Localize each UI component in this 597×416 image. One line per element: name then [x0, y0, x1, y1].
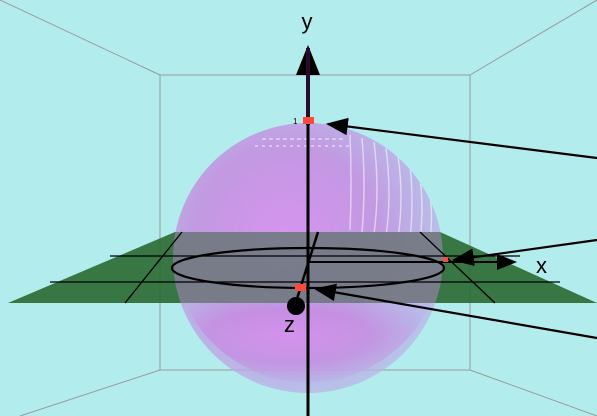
y-axis-label: y — [302, 9, 313, 34]
marker-front-point[interactable] — [295, 284, 306, 291]
pointer-north-pole — [325, 117, 597, 160]
pointer-equator-point — [451, 238, 597, 266]
sphere-through-plane — [173, 232, 443, 303]
z-axis-label: z — [284, 312, 295, 337]
plane-grid — [50, 231, 560, 304]
xz-plane — [8, 232, 597, 303]
marker-equator-point[interactable] — [443, 257, 448, 262]
z-axis-tip — [287, 297, 305, 315]
y-tick-label: 1 — [293, 117, 298, 126]
x-axis-label: x — [536, 253, 547, 278]
pointer-arrows — [313, 117, 597, 340]
z-axis — [293, 231, 320, 306]
marker-north-pole[interactable] — [303, 117, 314, 124]
pointer-front-point — [313, 283, 597, 340]
